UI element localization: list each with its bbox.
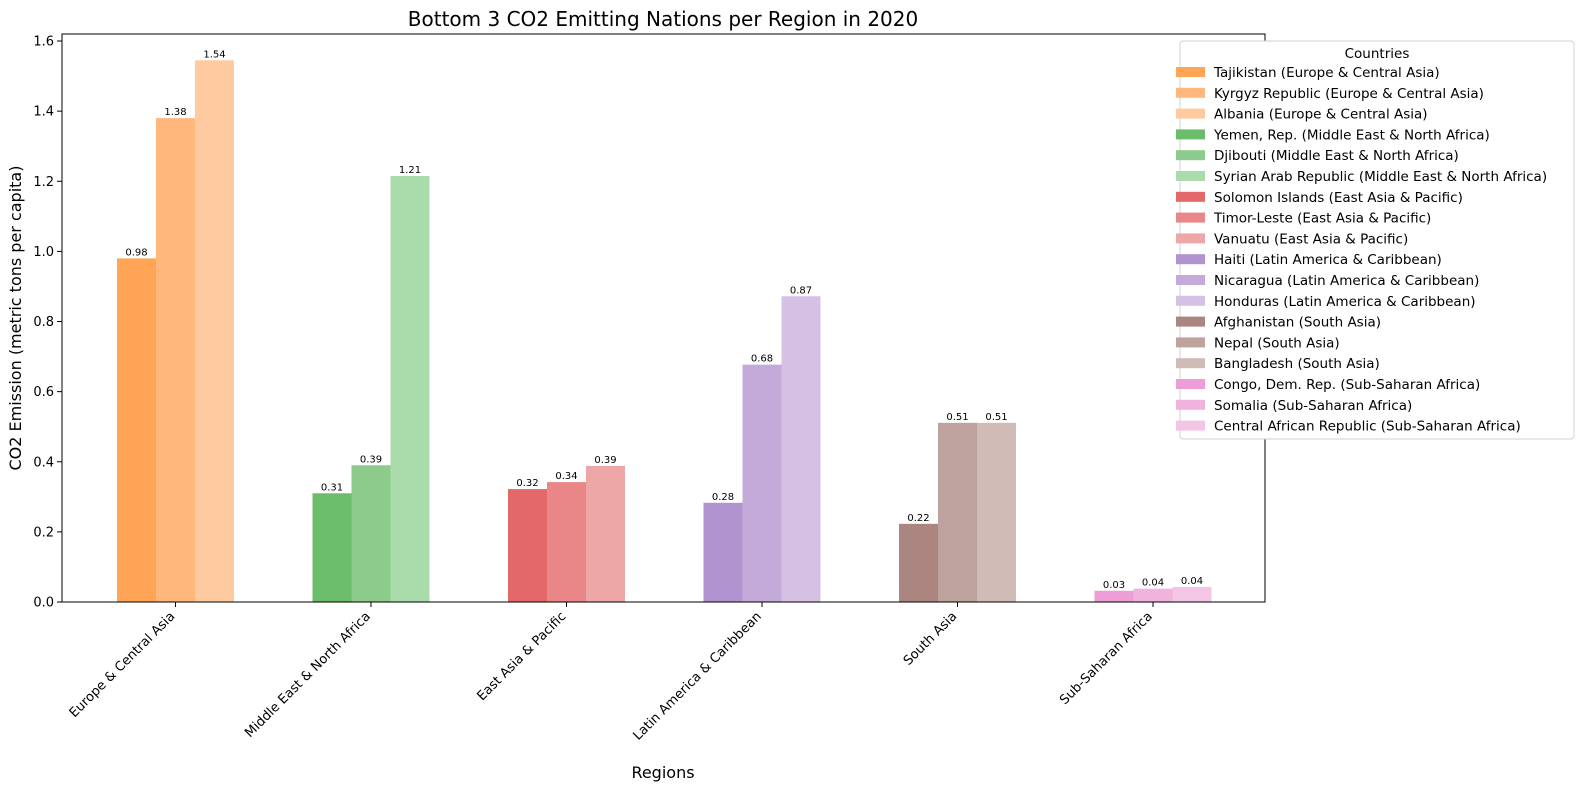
plot-frame	[61, 33, 1266, 603]
legend-entry: Solomon Islands (East Asia & Pacific)	[1214, 190, 1463, 206]
legend-entry: Djibouti (Middle East & North Africa)	[1214, 148, 1459, 164]
bar-sub-saharan-africa-1	[1133, 588, 1173, 602]
data-label: 0.39	[594, 455, 616, 466]
data-labels-layer: 0.98 1.38 1.54 0.31 0.39 1.21 0.32 0.34 0.39 0.28…	[125, 49, 1203, 590]
x-tick-label: Sub-Saharan Africa	[1057, 609, 1156, 708]
data-label: 1.38	[164, 107, 186, 118]
legend-entry: Honduras (Latin America & Caribbean)	[1214, 294, 1476, 310]
legend-title: Countries	[1345, 46, 1410, 62]
legend-entry: Vanuatu (East Asia & Pacific)	[1214, 231, 1408, 247]
legend-swatch	[1176, 67, 1205, 77]
legend-entry: Tajikistan (Europe & Central Asia)	[1213, 65, 1440, 81]
data-label: 0.03	[1103, 580, 1125, 591]
legend-swatch	[1176, 171, 1205, 181]
legend-entry: Nicaragua (Latin America & Caribbean)	[1214, 273, 1479, 289]
x-tick-label: South Asia	[901, 609, 961, 669]
data-label: 0.39	[360, 454, 382, 465]
legend-swatch	[1176, 399, 1205, 410]
y-axis-title: CO2 Emission (metric tons per capita)	[6, 166, 25, 471]
data-label: 0.22	[907, 513, 929, 524]
bar-europe-central-asia-1	[156, 118, 195, 603]
data-label: 0.51	[946, 412, 968, 423]
data-label: 0.34	[555, 471, 577, 482]
bar-east-asia-pacific-0	[508, 489, 547, 602]
y-tick-label: 0.2	[33, 525, 54, 540]
legend-swatch	[1176, 233, 1205, 244]
y-tick-label: 1.6	[33, 35, 54, 50]
legend-swatch	[1176, 191, 1205, 202]
legend-entry: Haiti (Latin America & Caribbean)	[1214, 252, 1442, 268]
bar-latin-america-caribbean-1	[742, 364, 782, 602]
legend-entry: Congo, Dem. Rep. (Sub-Saharan Africa)	[1214, 377, 1480, 393]
legend-swatch	[1176, 316, 1205, 327]
legend-items: Tajikistan (Europe & Central Asia) Kyrgyz…	[1176, 65, 1547, 435]
y-tick-label: 0.0	[33, 596, 54, 611]
bar-europe-central-asia-0	[117, 258, 156, 602]
legend-swatch	[1176, 295, 1205, 306]
data-label: 1.21	[399, 165, 421, 176]
data-label: 0.28	[712, 492, 734, 503]
chart-title: Bottom 3 CO2 Emitting Nations per Region…	[408, 7, 918, 31]
bar-east-asia-pacific-2	[586, 465, 625, 602]
data-label: 0.04	[1142, 578, 1164, 589]
legend-entry: Syrian Arab Republic (Middle East & Nort…	[1214, 169, 1547, 185]
x-tick-label: Europe & Central Asia	[67, 609, 179, 721]
data-label: 0.87	[790, 285, 812, 296]
data-label: 0.51	[985, 412, 1007, 423]
legend-swatch	[1176, 150, 1205, 161]
legend-entry: Somalia (Sub-Saharan Africa)	[1214, 398, 1412, 414]
x-tick-label: Latin America & Caribbean	[630, 609, 764, 743]
bar-middle-east-north-africa-2	[390, 176, 430, 602]
bar-europe-central-asia-2	[195, 60, 234, 603]
bar-latin-america-caribbean-2	[781, 296, 821, 602]
legend-swatch	[1176, 337, 1205, 348]
legend-entry: Afghanistan (South Asia)	[1214, 315, 1381, 331]
legend-swatch	[1176, 358, 1205, 369]
data-label: 0.04	[1181, 576, 1203, 587]
bar-south-asia-1	[938, 422, 977, 602]
legend-entry: Albania (Europe & Central Asia)	[1214, 107, 1428, 123]
data-label: 1.54	[203, 49, 225, 60]
y-tick-label: 0.4	[33, 455, 54, 470]
bar-latin-america-caribbean-0	[703, 502, 743, 602]
y-tick-label: 0.8	[33, 315, 54, 330]
legend-swatch	[1176, 87, 1205, 98]
legend-swatch	[1176, 212, 1205, 223]
bar-middle-east-north-africa-1	[351, 465, 391, 602]
legend-swatch	[1176, 129, 1205, 140]
bar-south-asia-2	[977, 422, 1016, 602]
legend-entry: Yemen, Rep. (Middle East & North Africa)	[1213, 127, 1490, 143]
y-tick-label: 1.2	[33, 175, 54, 190]
bar-middle-east-north-africa-0	[312, 493, 352, 602]
y-tick-label: 1.0	[33, 245, 54, 260]
legend-swatch	[1176, 379, 1205, 389]
legend-entry: Nepal (South Asia)	[1214, 335, 1340, 351]
data-label: 0.68	[751, 354, 773, 365]
x-tick-label: East Asia & Pacific	[474, 609, 569, 704]
legend-swatch	[1176, 275, 1205, 285]
legend-entry: Kyrgyz Republic (Europe & Central Asia)	[1214, 86, 1484, 102]
y-tick-label: 1.4	[33, 105, 54, 120]
y-tick-label: 0.6	[33, 385, 54, 400]
legend-swatch	[1176, 108, 1205, 119]
legend-swatch	[1176, 254, 1205, 265]
legend-entry: Bangladesh (South Asia)	[1214, 356, 1380, 372]
bar-south-asia-0	[899, 523, 938, 602]
data-label: 0.31	[321, 482, 343, 493]
x-tick-label: Middle East & North Africa	[242, 609, 374, 741]
legend-swatch	[1176, 420, 1205, 431]
data-label: 0.32	[516, 478, 538, 489]
bar-sub-saharan-africa-0	[1094, 590, 1134, 602]
bars-layer	[117, 60, 1212, 603]
legend: Countries Tajikistan (Europe & Central A…	[1176, 40, 1575, 440]
legend-entry: Central African Republic (Sub-Saharan Af…	[1214, 419, 1521, 435]
bar-east-asia-pacific-1	[547, 482, 586, 602]
x-axis-title: Regions	[631, 763, 694, 782]
legend-entry: Timor-Leste (East Asia & Pacific)	[1213, 211, 1431, 227]
bar-sub-saharan-africa-2	[1172, 586, 1212, 602]
data-label: 0.98	[125, 247, 147, 258]
